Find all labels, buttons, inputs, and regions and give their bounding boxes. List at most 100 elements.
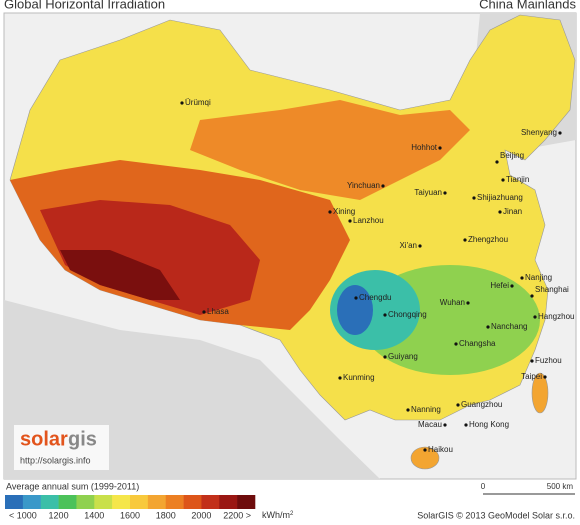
logo-box	[14, 425, 109, 470]
city-dot	[381, 184, 385, 188]
city-dot	[558, 131, 562, 135]
city-dot	[463, 238, 467, 242]
city-label: Shijiazhuang	[477, 193, 523, 202]
logo-url: http://solargis.info	[20, 455, 91, 465]
city-dot	[498, 210, 502, 214]
city-dot	[530, 359, 534, 363]
legend-swatch	[147, 495, 167, 509]
city-dot	[354, 296, 358, 300]
legend-tick: 1600	[120, 510, 140, 520]
city-label: Chongqing	[388, 310, 427, 319]
taiwan	[531, 372, 549, 414]
city-dot	[495, 160, 499, 164]
legend-tick: 1200	[49, 510, 69, 520]
city-label: Shenyang	[521, 128, 557, 137]
zone-orange	[190, 100, 470, 200]
legend-unit: kWh/m2	[262, 510, 294, 520]
city-label: Taiyuan	[414, 188, 442, 197]
city-label: Macau	[418, 420, 442, 429]
city-label: Ürümqi	[185, 98, 211, 107]
city-label: Fuzhou	[535, 356, 562, 365]
city-label: Xi'an	[399, 241, 417, 250]
city-label: Guiyang	[388, 352, 418, 361]
legend-swatch	[58, 495, 77, 509]
legend-tick: 2000	[191, 510, 211, 520]
city-dot	[501, 178, 505, 182]
city-label: Jinan	[503, 207, 522, 216]
city-dot	[438, 146, 442, 150]
city-label: Taipei	[521, 372, 542, 381]
city-dot	[454, 342, 458, 346]
city-dot	[328, 210, 332, 214]
legend: < 1000 1200 1400 1600 1800 2000 2200 >	[5, 495, 256, 520]
legend-swatch	[112, 495, 131, 509]
city-dot	[472, 196, 476, 200]
city-dot	[510, 284, 514, 288]
city-dot	[406, 408, 410, 412]
logo-b: gis	[68, 428, 97, 450]
legend-tick: 1400	[84, 510, 104, 520]
city-dot	[202, 310, 206, 314]
legend-swatch	[219, 495, 238, 509]
city-label: Wuhan	[440, 298, 465, 307]
legend-swatch	[5, 495, 24, 509]
map: Ürümqi Hohhot Shenyang Beijing Tianjin Yinchu…	[3, 12, 577, 480]
city-dot	[543, 375, 547, 379]
legend-swatch	[237, 495, 256, 509]
cities: Ürümqi Hohhot Shenyang Beijing Tianjin Yinchu…	[180, 98, 574, 454]
legend-swatch	[76, 495, 95, 509]
scale-start: 0	[481, 482, 486, 491]
city-dot	[443, 191, 447, 195]
city-dot	[533, 315, 537, 319]
city-label: Lanzhou	[353, 216, 384, 225]
legend-swatch	[165, 495, 184, 509]
city-label: Nanjing	[525, 273, 552, 282]
legend-swatch	[40, 495, 59, 509]
city-label: Shanghai	[535, 285, 569, 294]
city-dot	[486, 325, 490, 329]
city-dot	[530, 294, 534, 298]
city-dot	[464, 423, 468, 427]
city-dot	[520, 276, 524, 280]
legend-swatch	[201, 495, 220, 509]
city-label: Zhengzhou	[468, 235, 508, 244]
zone-tibet	[40, 200, 260, 315]
city-label: Nanning	[411, 405, 441, 414]
logo-a: solar	[20, 428, 68, 450]
city-label: Guangzhou	[461, 400, 502, 409]
region: China Mainlands	[479, 0, 576, 11]
unit: kWh/m	[262, 510, 290, 520]
city-label: Chengdu	[359, 293, 391, 302]
city-label: Nanchang	[491, 322, 527, 331]
unit-sup: 2	[290, 511, 294, 517]
city-dot	[338, 376, 342, 380]
legend-tick: 1800	[156, 510, 176, 520]
legend-tick: 2200 >	[223, 510, 251, 520]
zone-peak	[60, 250, 180, 300]
city-dot	[383, 355, 387, 359]
city-dot	[423, 448, 427, 452]
city-dot	[180, 101, 184, 105]
city-label: Hefei	[490, 281, 509, 290]
city-label: Hohhot	[411, 143, 438, 152]
legend-swatch	[22, 495, 42, 509]
legend-swatch	[130, 495, 149, 509]
city-dot	[456, 403, 460, 407]
legend-tick: < 1000	[9, 510, 37, 520]
legend-swatch	[94, 495, 113, 509]
city-dot	[443, 423, 447, 427]
credit: SolarGIS © 2013 GeoModel Solar s.r.o.	[417, 510, 575, 520]
hainan	[410, 446, 440, 470]
legend-swatch	[183, 495, 202, 509]
city-label: Tianjin	[506, 175, 529, 184]
city-label: Hangzhou	[538, 312, 574, 321]
city-label: Hong Kong	[469, 420, 509, 429]
city-label: Kunming	[343, 373, 375, 382]
city-label: Haikou	[428, 445, 453, 454]
scale-end: 500 km	[547, 482, 574, 491]
legend-title: Average annual sum (1999-2011)	[6, 481, 139, 491]
city-dot	[383, 313, 387, 317]
city-label: Beijing	[500, 151, 524, 160]
zone-blue	[337, 285, 373, 335]
